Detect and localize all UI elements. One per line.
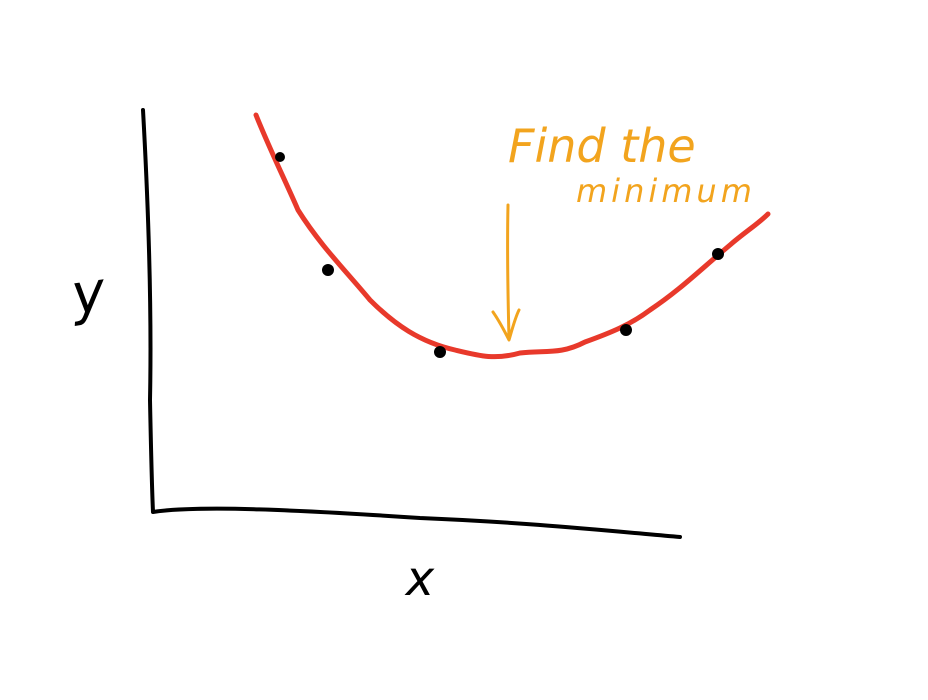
y-axis-label: y bbox=[65, 259, 110, 328]
data-points bbox=[275, 152, 724, 358]
annotation-line: Find the bbox=[508, 119, 696, 173]
annotation-line: minimum bbox=[576, 172, 756, 210]
annotation-arrow bbox=[491, 203, 521, 342]
fitted-curve bbox=[253, 112, 771, 360]
data-point bbox=[275, 152, 285, 162]
data-point bbox=[322, 264, 334, 276]
data-point bbox=[620, 324, 632, 336]
axes bbox=[141, 108, 682, 539]
data-point bbox=[434, 346, 446, 358]
x-axis-label: x bbox=[404, 551, 435, 607]
data-point bbox=[712, 248, 724, 260]
